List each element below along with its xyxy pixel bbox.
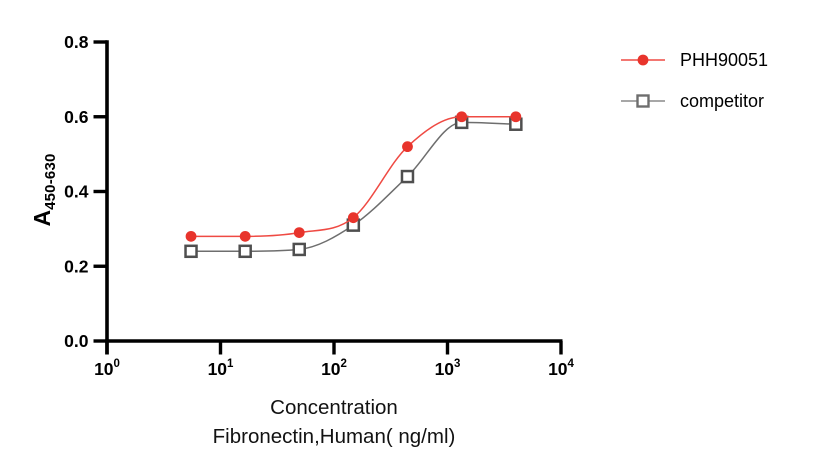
series-PHH90051 xyxy=(185,111,522,242)
data-point-PHH90051 xyxy=(239,230,251,242)
x-tick-label: 100 xyxy=(94,358,120,379)
data-point-competitor xyxy=(292,242,306,257)
legend: PHH90051 competitor xyxy=(620,44,768,117)
data-point-PHH90051 xyxy=(185,230,197,242)
y-tick-label: 0.4 xyxy=(64,182,89,202)
data-point-PHH90051 xyxy=(347,212,359,224)
y-tick-label: 0.2 xyxy=(64,256,89,276)
y-axis-label-base: A xyxy=(29,209,55,227)
data-point-competitor xyxy=(238,244,252,259)
x-axis-title-line1: Concentration xyxy=(270,396,398,419)
legend-square-marker-icon xyxy=(621,94,665,108)
y-tick-label: 0.0 xyxy=(64,331,89,351)
data-point-PHH90051 xyxy=(293,227,305,239)
x-axis-title-line2: Fibronectin,Human( ng/ml) xyxy=(212,425,456,448)
y-tick-label: 0.6 xyxy=(64,107,89,127)
data-point-PHH90051 xyxy=(402,141,413,153)
legend-item-competitor: competitor xyxy=(620,85,768,117)
y-axis-label-subscript: 450-630 xyxy=(42,153,59,210)
x-axis-title: Concentration Fibronectin,Human( ng/ml) xyxy=(107,393,561,451)
x-tick-label: 103 xyxy=(435,358,461,379)
legend-label: PHH90051 xyxy=(680,49,769,70)
y-axis-label: A450-630 xyxy=(29,153,59,226)
data-point-PHH90051 xyxy=(510,111,522,123)
x-tick-label: 101 xyxy=(208,358,234,379)
data-point-PHH90051 xyxy=(456,111,468,123)
legend-item-PHH90051: PHH90051 xyxy=(620,44,768,76)
x-tick-label: 102 xyxy=(321,358,347,379)
data-point-competitor xyxy=(400,169,415,184)
legend-label: competitor xyxy=(680,90,765,111)
series-line-competitor xyxy=(191,121,516,253)
data-point-competitor xyxy=(184,244,198,259)
y-tick-label: 0.8 xyxy=(64,32,89,52)
axes: 0.0 0.2 0.4 0.6 0.8 100 101 102 103 104 xyxy=(64,32,574,379)
legend-circle-marker-icon xyxy=(621,54,665,66)
x-tick-label: 104 xyxy=(548,358,574,379)
